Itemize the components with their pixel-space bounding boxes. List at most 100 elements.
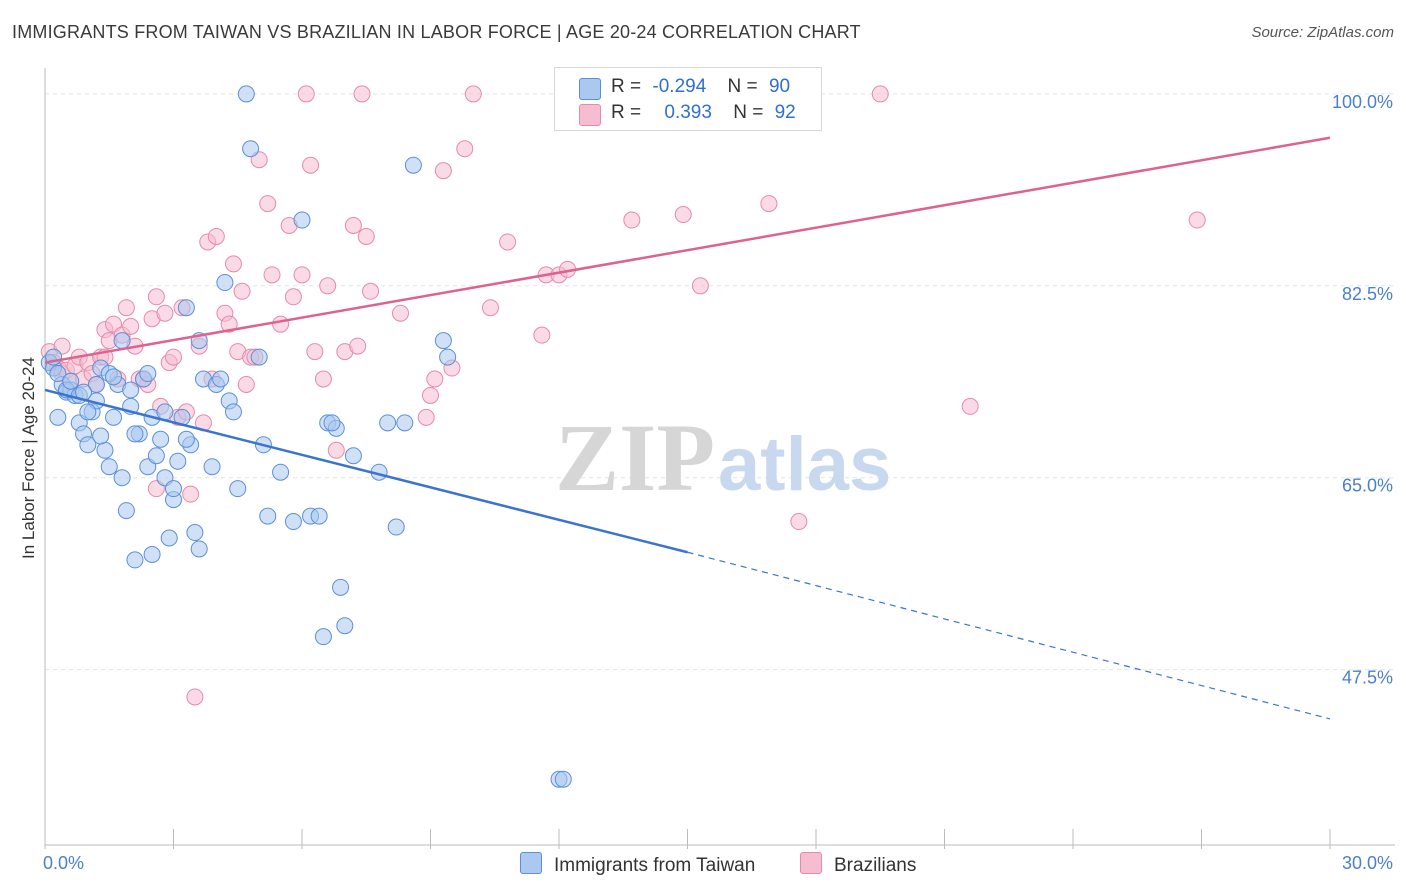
taiwan-trend-line xyxy=(44,388,688,554)
brazil-point xyxy=(533,326,551,344)
taiwan-point xyxy=(126,551,144,569)
brazil-point xyxy=(434,162,452,180)
trend-lines xyxy=(44,136,1331,720)
axis-labels: 47.5% 65.0% 82.5% 100.0% 0.0% 30.0% In Labor F… xyxy=(19,92,1393,873)
taiwan-point xyxy=(293,211,311,229)
watermark-atlas: atlas xyxy=(718,422,891,507)
taiwan-point xyxy=(62,372,80,390)
bottom-legend-brazil: Brazilians xyxy=(800,852,916,876)
legend-r-value-taiwan: -0.294 xyxy=(652,76,707,97)
taiwan-point xyxy=(379,414,397,432)
taiwan-point xyxy=(92,427,110,445)
legend-swatch-brazil xyxy=(579,104,601,126)
brazil-point xyxy=(207,227,225,245)
taiwan-point xyxy=(332,578,350,596)
brazil-point xyxy=(674,206,692,224)
taiwan-point xyxy=(554,770,572,788)
brazil-point xyxy=(182,485,200,503)
watermark: ZIP atlas xyxy=(555,404,891,511)
taiwan-point xyxy=(203,458,221,476)
taiwan-point xyxy=(336,617,354,635)
brazil-point xyxy=(302,156,320,174)
correlation-legend: R = -0.294 N = 90 R = 0.393 N = 92 xyxy=(554,67,822,131)
watermark-zip: ZIP xyxy=(555,404,715,511)
legend-n-value-brazil: 92 xyxy=(774,102,796,123)
taiwan-point xyxy=(105,408,123,426)
taiwan-point xyxy=(177,299,195,317)
taiwan-point xyxy=(122,381,140,399)
brazil-point xyxy=(220,315,238,333)
taiwan-point xyxy=(79,436,97,454)
brazil-point xyxy=(499,233,517,251)
brazil-point xyxy=(319,277,337,295)
legend-swatch-taiwan xyxy=(579,78,601,100)
taiwan-point xyxy=(169,452,187,470)
taiwan-point xyxy=(216,274,234,292)
taiwan-point xyxy=(186,524,204,542)
legend-r-label: R = xyxy=(611,102,642,123)
taiwan-point xyxy=(79,403,97,421)
brazil-point xyxy=(392,304,410,322)
chart-title: IMMIGRANTS FROM TAIWAN VS BRAZILIAN IN L… xyxy=(12,22,861,42)
taiwan-point xyxy=(190,540,208,558)
taiwan-point xyxy=(434,332,452,350)
taiwan-point xyxy=(272,463,290,481)
source-credit: Source: ZipAtlas.com xyxy=(1251,24,1394,41)
brazil-point xyxy=(272,315,290,333)
brazil-point xyxy=(293,266,311,284)
brazil-trend-line xyxy=(44,136,1331,364)
axes xyxy=(44,68,1395,849)
taiwan-point xyxy=(242,140,260,158)
taiwan-point xyxy=(143,545,161,563)
brazil-point xyxy=(122,317,140,335)
brazil-point xyxy=(306,343,324,361)
brazil-point xyxy=(165,348,182,366)
taiwan-point xyxy=(310,507,328,525)
brazil-point xyxy=(456,140,474,158)
bottom-legend-label-brazil: Brazilians xyxy=(834,855,917,876)
legend-r-value-brazil: 0.393 xyxy=(664,102,712,123)
y-axis-title: In Labor Force | Age 20-24 xyxy=(19,357,38,559)
taiwan-point xyxy=(113,469,131,487)
x-tick-label-min: 0.0% xyxy=(43,853,84,873)
taiwan-point xyxy=(314,628,332,646)
brazil-point xyxy=(344,217,362,235)
taiwan-point xyxy=(100,458,118,476)
taiwan-point xyxy=(126,425,144,443)
taiwan-trend-extension xyxy=(687,551,1331,720)
brazil-point xyxy=(284,288,302,306)
brazil-point xyxy=(426,370,444,388)
y-tick-label: 47.5% xyxy=(1342,668,1393,688)
brazil-point xyxy=(623,211,641,229)
brazil-point xyxy=(327,441,345,459)
bottom-legend-swatch-taiwan xyxy=(520,852,542,874)
x-tick-label-max: 30.0% xyxy=(1342,853,1393,873)
taiwan-point xyxy=(177,430,195,448)
taiwan-point xyxy=(165,480,182,498)
taiwan-point xyxy=(284,513,302,531)
taiwan-points xyxy=(40,85,572,788)
legend-n-value-taiwan: 90 xyxy=(768,76,791,97)
legend-n-label: N = xyxy=(733,102,764,123)
brazil-point xyxy=(417,408,435,426)
bottom-legend-taiwan: Immigrants from Taiwan xyxy=(520,852,755,876)
brazil-point xyxy=(259,195,277,213)
y-tick-label: 65.0% xyxy=(1342,476,1393,496)
legend-r-label: R = xyxy=(611,76,642,97)
brazil-point xyxy=(691,277,709,295)
legend-n-label: N = xyxy=(727,76,758,97)
brazil-point xyxy=(263,266,281,284)
taiwan-point xyxy=(250,348,268,366)
brazil-point xyxy=(117,299,135,317)
taiwan-point xyxy=(224,403,242,421)
taiwan-point xyxy=(139,365,157,383)
taiwan-point xyxy=(87,375,105,393)
taiwan-point xyxy=(259,507,277,525)
bottom-legend-swatch-brazil xyxy=(800,852,822,874)
brazil-point xyxy=(961,397,979,415)
brazil-point xyxy=(186,688,204,706)
y-tick-label: 100.0% xyxy=(1332,92,1393,112)
brazil-point xyxy=(362,282,380,300)
brazil-point xyxy=(357,227,375,245)
brazil-point xyxy=(422,386,439,404)
